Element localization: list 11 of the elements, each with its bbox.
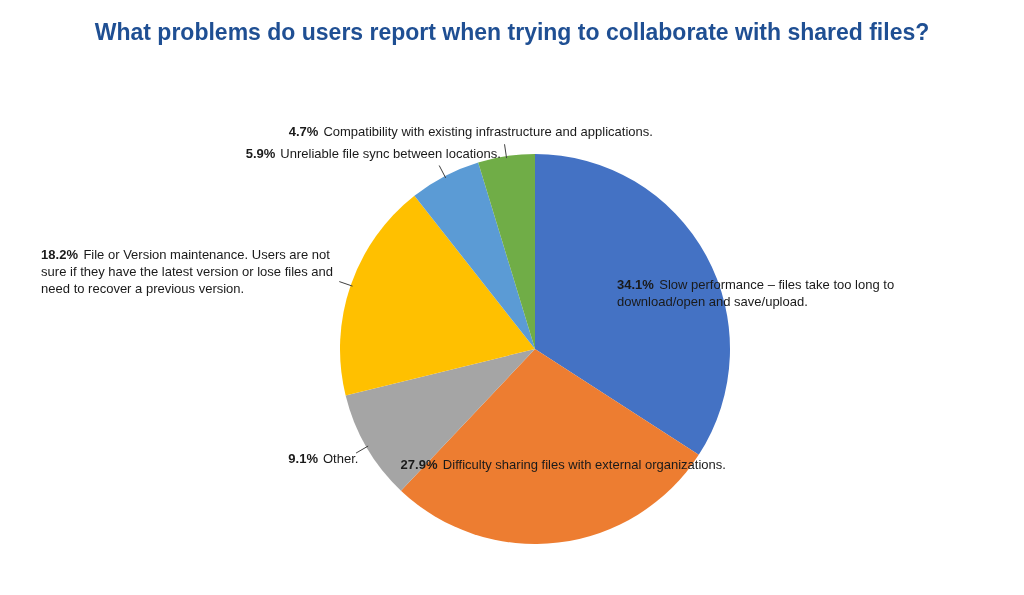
data-label: 9.1% xyxy=(288,451,319,467)
slice-label: Unreliable file sync between locations. xyxy=(280,146,501,162)
data-label: 34.1% xyxy=(616,276,655,292)
slice-label: Compatibility with existing infrastructure and applications. xyxy=(323,123,653,139)
pie-slice xyxy=(414,162,535,349)
data-label: 4.7% xyxy=(288,123,319,139)
slice-label: Other. xyxy=(322,451,359,467)
pie-slice xyxy=(340,195,535,396)
data-label: 5.9% xyxy=(245,146,276,162)
chart-title: What problems do users report when trying to collaborate with shared files? xyxy=(94,19,930,45)
data-label: 18.2% xyxy=(41,246,79,262)
